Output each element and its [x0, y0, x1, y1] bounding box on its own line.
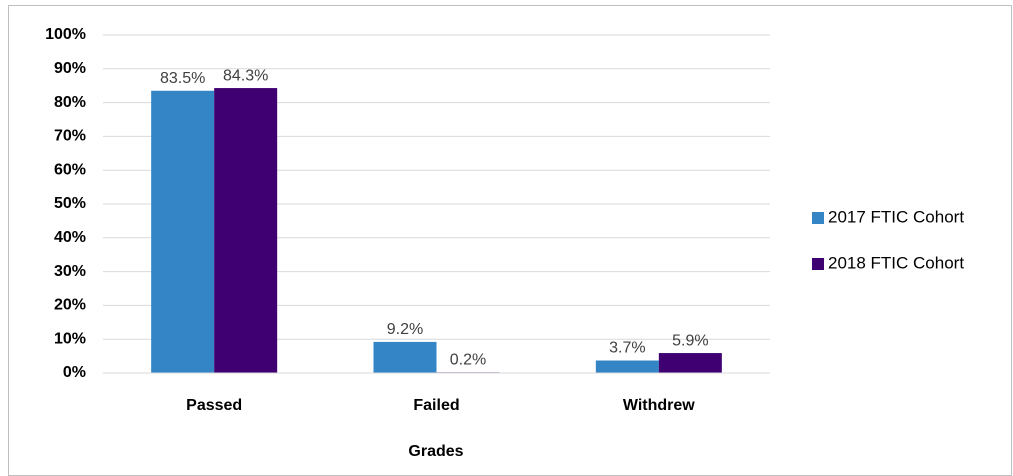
data-label: 9.2%	[387, 321, 423, 338]
x-tick-label: Passed	[186, 397, 242, 414]
legend-swatch	[812, 212, 824, 224]
y-tick-label: 90%	[54, 60, 86, 77]
x-axis-title: Grades	[408, 443, 463, 460]
bar	[595, 360, 659, 373]
data-label: 0.2%	[450, 352, 486, 369]
legend-swatch	[812, 258, 824, 270]
x-tick-label: Failed	[413, 397, 459, 414]
data-label: 84.3%	[223, 67, 268, 84]
bar	[658, 353, 722, 373]
y-tick-label: 80%	[54, 94, 86, 111]
x-tick-label: Withdrew	[623, 397, 695, 414]
y-tick-label: 100%	[45, 26, 86, 43]
y-tick-label: 10%	[54, 330, 86, 347]
data-label: 5.9%	[672, 332, 708, 349]
y-tick-label: 0%	[63, 364, 86, 381]
y-tick-label: 30%	[54, 263, 86, 280]
bar	[214, 88, 278, 373]
y-tick-label: 40%	[54, 229, 86, 246]
y-tick-label: 20%	[54, 297, 86, 314]
data-label: 3.7%	[609, 340, 645, 357]
legend-label: 2018 FTIC Cohort	[828, 253, 964, 272]
y-tick-label: 70%	[54, 128, 86, 145]
legend-label: 2017 FTIC Cohort	[828, 207, 964, 226]
data-label: 83.5%	[160, 70, 205, 87]
bar	[151, 90, 215, 374]
y-tick-label: 60%	[54, 161, 86, 178]
bar	[373, 341, 437, 373]
y-tick-label: 50%	[54, 195, 86, 212]
